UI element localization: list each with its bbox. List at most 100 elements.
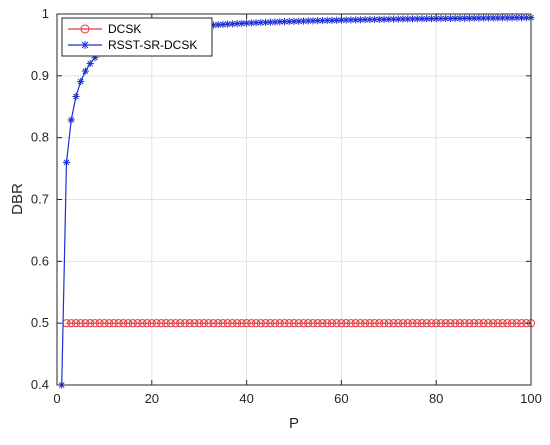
rsst-sr-dcsk-marker [295, 17, 303, 25]
dcsk-marker [507, 319, 517, 328]
rsst-sr-dcsk-marker [72, 92, 80, 101]
dcsk-marker [204, 319, 213, 328]
dcsk-marker [133, 319, 142, 328]
dcsk-marker [403, 319, 412, 328]
dcsk-marker [128, 319, 137, 328]
dcsk-marker [318, 319, 327, 328]
dcsk-marker [237, 319, 246, 328]
dcsk-marker [71, 319, 81, 328]
dcsk-marker [332, 319, 341, 328]
dcsk-marker [451, 319, 460, 328]
dcsk-marker [299, 319, 308, 328]
rsst-sr-dcsk-marker [333, 16, 341, 24]
dcsk-marker [233, 319, 242, 328]
y-tick-label: 0.7 [31, 192, 49, 207]
dcsk-marker [100, 319, 109, 328]
rsst-sr-dcsk-marker [475, 14, 483, 22]
dcsk-marker [199, 319, 209, 328]
dcsk-marker [346, 319, 355, 328]
rsst-sr-dcsk-marker [67, 116, 75, 124]
dcsk-marker [176, 319, 185, 328]
dcsk-marker [356, 319, 365, 328]
rsst-sr-dcsk-marker [81, 67, 90, 75]
y-tick-label: 0.6 [31, 253, 49, 268]
dcsk-marker [289, 319, 299, 328]
dcsk-marker [228, 319, 237, 328]
dcsk-marker [147, 319, 156, 328]
dcsk-marker [109, 319, 118, 328]
dcsk-marker [294, 319, 303, 328]
y-tick-label: 0.5 [31, 315, 49, 330]
legend-box [61, 17, 213, 57]
rsst-sr-dcsk-marker [461, 14, 469, 22]
dcsk-marker [488, 319, 498, 328]
dcsk-marker [365, 319, 374, 328]
dcsk-marker [275, 319, 284, 328]
rsst-sr-dcsk-marker [442, 14, 450, 23]
dcsk-marker [342, 319, 351, 328]
dcsk-marker [209, 319, 218, 328]
rsst-sr-dcsk-marker [522, 14, 530, 22]
dcsk-marker [171, 319, 180, 328]
rsst-sr-dcsk-marker [361, 16, 369, 24]
dcsk-marker [180, 319, 190, 328]
dcsk-marker [247, 319, 256, 328]
dcsk-marker [251, 319, 261, 328]
rsst-sr-dcsk-marker [271, 18, 279, 26]
x-tick-label: 0 [53, 391, 60, 406]
dcsk-marker [261, 319, 270, 328]
rsst-sr-dcsk-marker [318, 16, 327, 25]
dcsk-marker [124, 319, 133, 328]
legend-rsst-marker-d2 [81, 41, 89, 49]
dcsk-marker [76, 319, 85, 328]
dcsk-marker [479, 319, 488, 328]
dcsk-marker [105, 319, 114, 328]
dcsk-marker [214, 319, 223, 328]
dcsk-marker [95, 319, 104, 328]
dcsk-marker [484, 319, 493, 328]
rsst-sr-dcsk-marker [484, 14, 492, 22]
dcsk-marker [195, 319, 204, 328]
rsst-sr-dcsk-marker [423, 15, 431, 23]
dcsk-marker [394, 319, 403, 328]
dcsk-marker [470, 319, 479, 328]
dcsk-marker [408, 319, 417, 328]
dcsk-marker [351, 319, 360, 328]
dcsk-marker [119, 319, 128, 328]
x-tick-label: 40 [239, 391, 253, 406]
y-axis-label: DBR [9, 183, 26, 215]
legend-rsst-label: RSST-SR-DCSK [108, 38, 197, 52]
dcsk-marker [266, 319, 275, 328]
dcsk-marker [138, 319, 147, 328]
dcsk-marker [446, 319, 455, 328]
dcsk-marker [398, 319, 408, 328]
dcsk-marker [285, 319, 294, 328]
rsst-sr-dcsk-marker [508, 14, 516, 22]
rsst-sr-dcsk-marker [276, 18, 284, 26]
rsst-sr-dcsk-marker [86, 59, 94, 68]
dcsk-marker [375, 319, 384, 328]
y-tick-label: 1 [42, 6, 49, 21]
dcsk-marker [67, 319, 76, 328]
dcsk-marker [86, 319, 95, 328]
dcsk-marker [114, 319, 123, 328]
dcsk-marker [379, 319, 389, 328]
x-tick-label: 20 [145, 391, 159, 406]
rsst-sr-dcsk-marker [219, 20, 227, 29]
y-tick-label: 0.9 [31, 68, 49, 83]
dcsk-marker [493, 319, 502, 328]
dcsk-marker [313, 319, 322, 328]
x-tick-label: 100 [520, 391, 542, 406]
y-tick-label: 0.4 [31, 377, 49, 392]
dcsk-marker [441, 319, 450, 328]
rsst-sr-dcsk-marker [77, 77, 85, 86]
dcsk-marker [142, 319, 152, 328]
dcsk-marker [427, 319, 436, 328]
dcsk-marker [280, 319, 289, 328]
dcsk-marker [432, 319, 441, 328]
rsst-sr-dcsk-marker [427, 15, 436, 23]
dcsk-marker [389, 319, 398, 328]
dcsk-marker [256, 319, 265, 328]
